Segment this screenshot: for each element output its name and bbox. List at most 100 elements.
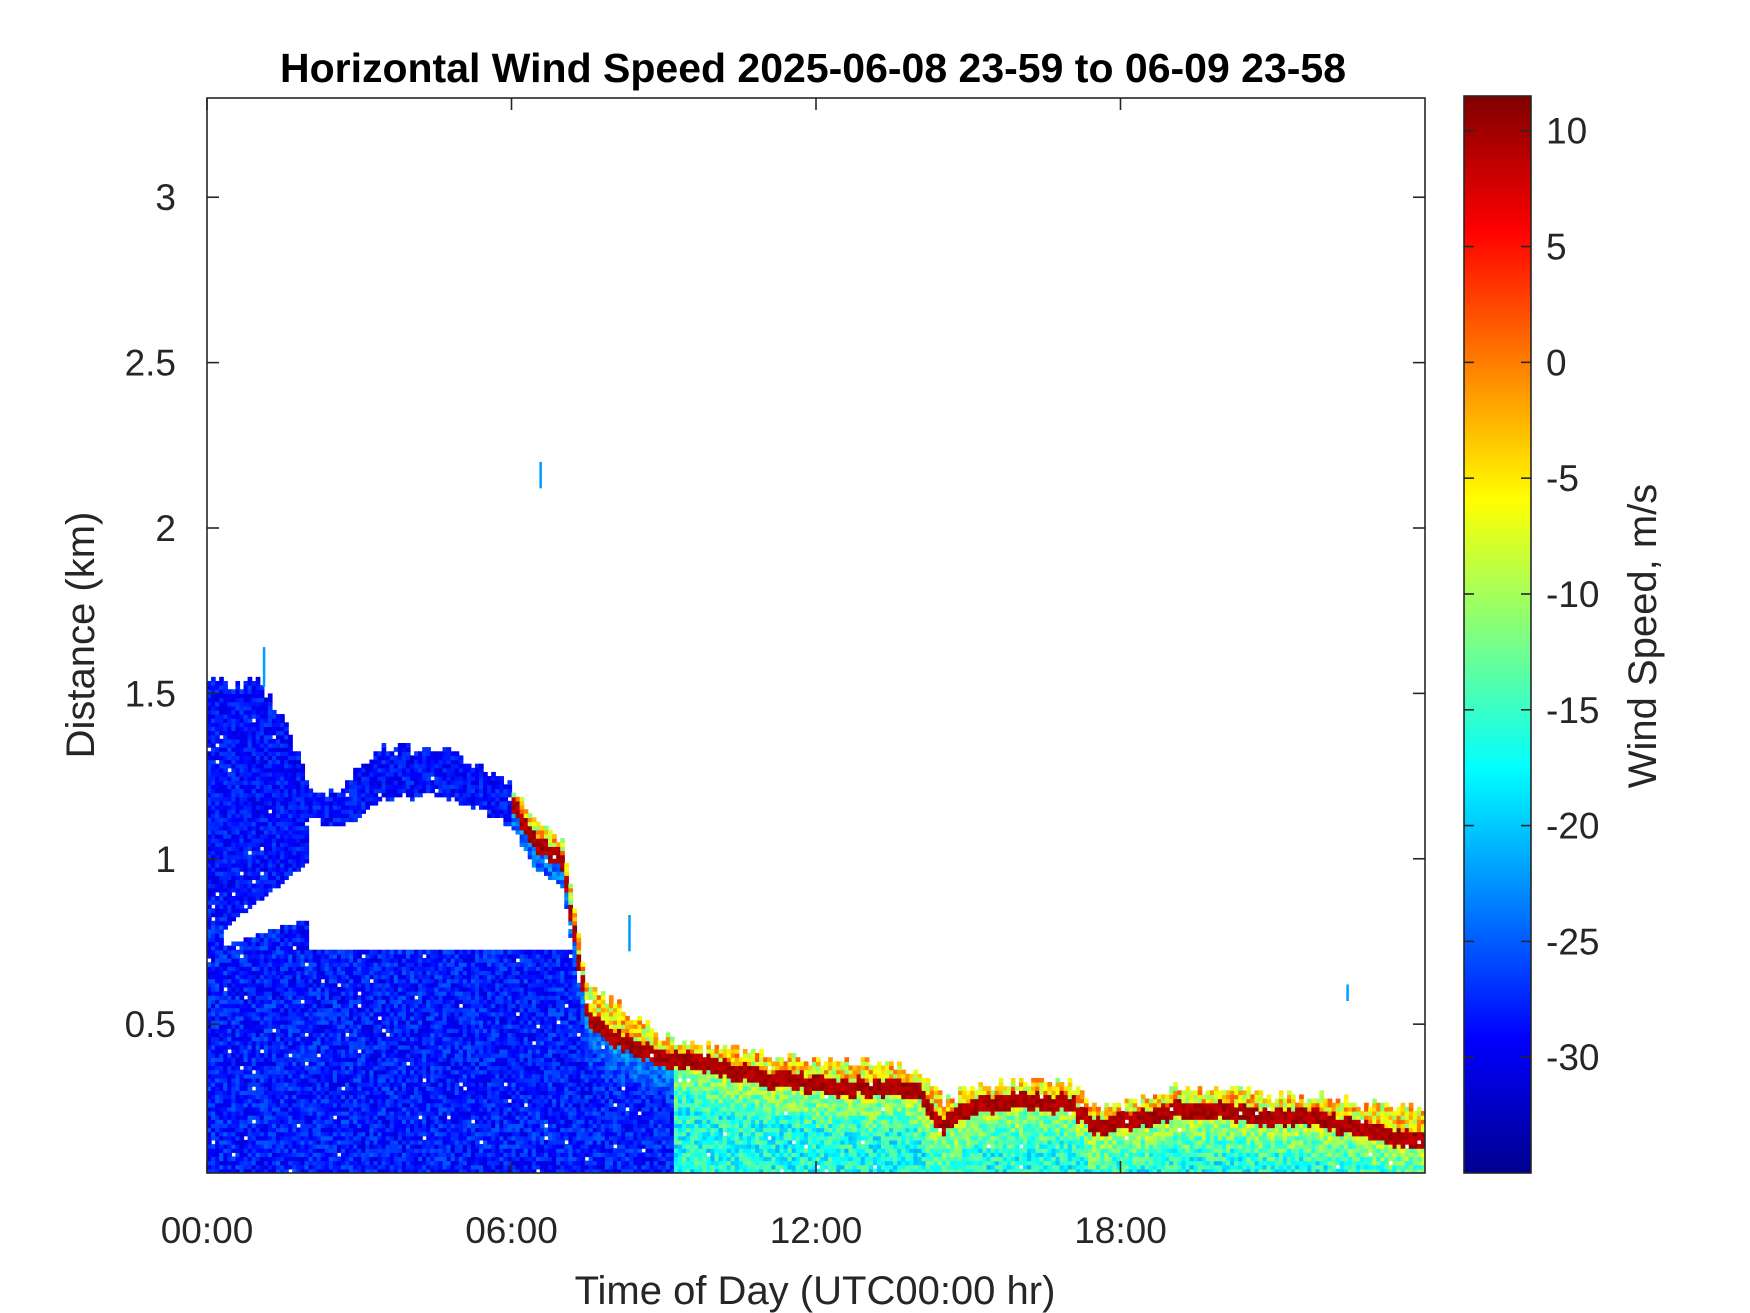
heatmap-cell	[263, 1048, 269, 1054]
heatmap-cell	[422, 995, 427, 1000]
heatmap-cell	[324, 974, 330, 980]
heatmap-cell	[397, 755, 403, 761]
heatmap-cell	[438, 1131, 444, 1137]
heatmap-cell	[385, 1020, 391, 1025]
heatmap-cell	[324, 962, 330, 967]
heatmap-cell	[255, 1003, 261, 1009]
heatmap-cell	[336, 1119, 342, 1124]
heatmap-cell	[239, 904, 245, 909]
heatmap-cell	[324, 1115, 330, 1120]
heatmap-cell	[211, 1082, 216, 1087]
heatmap-cell	[454, 1110, 460, 1116]
heatmap-cell	[284, 1057, 289, 1062]
heatmap-cell	[215, 871, 220, 876]
heatmap-cell	[357, 1036, 362, 1042]
heatmap-cell	[365, 953, 370, 959]
heatmap-cell	[288, 796, 293, 802]
heatmap-cell	[288, 949, 293, 955]
heatmap-cell	[227, 1106, 232, 1112]
heatmap-cell	[219, 714, 224, 719]
heatmap-cell	[259, 1164, 265, 1170]
heatmap-cell	[418, 1102, 423, 1108]
heatmap-cell	[243, 838, 249, 843]
heatmap-cell	[271, 1127, 277, 1133]
heatmap-cell	[434, 763, 440, 769]
heatmap-cell	[300, 776, 306, 781]
heatmap-cell	[446, 1069, 452, 1075]
heatmap-cell	[324, 1011, 330, 1017]
heatmap-cell	[227, 805, 232, 810]
heatmap-cell	[211, 833, 216, 839]
heatmap-cell	[365, 1164, 370, 1170]
heatmap-cell	[320, 953, 326, 959]
heatmap-cell	[304, 854, 310, 860]
heatmap-cell	[405, 966, 411, 971]
heatmap-cell	[336, 1168, 342, 1173]
heatmap-cell	[438, 759, 444, 765]
heatmap-cell	[207, 776, 212, 781]
heatmap-cell	[422, 958, 427, 963]
heatmap-cell	[340, 1069, 346, 1075]
heatmap-cell	[438, 966, 444, 971]
heatmap-cell	[365, 776, 370, 781]
heatmap-cell	[276, 751, 281, 756]
heatmap-cell	[312, 970, 318, 976]
heatmap-cell	[414, 1077, 419, 1083]
heatmap-cell	[345, 780, 350, 785]
heatmap-cell	[280, 1024, 285, 1029]
heatmap-cell	[271, 1048, 277, 1054]
heatmap-cell	[446, 792, 452, 798]
heatmap-cell	[255, 784, 261, 790]
heatmap-cell	[251, 767, 257, 773]
heatmap-cell	[328, 991, 334, 996]
heatmap-cell	[430, 1028, 435, 1034]
heatmap-cell	[219, 792, 224, 798]
heatmap-cell	[259, 974, 265, 980]
heatmap-cell	[247, 825, 253, 831]
heatmap-cell	[422, 1164, 427, 1170]
heatmap-cell	[349, 1036, 354, 1042]
heatmap-cell	[438, 1053, 444, 1058]
heatmap-cell	[434, 1015, 440, 1021]
heatmap-cell	[393, 966, 399, 971]
heatmap-cell	[349, 986, 354, 992]
heatmap-cell	[381, 1048, 387, 1054]
heatmap-cell	[397, 759, 403, 765]
heatmap-cell	[227, 763, 232, 769]
heatmap-cell	[316, 974, 322, 980]
heatmap-cell	[361, 1119, 366, 1124]
heatmap-cell	[227, 1086, 232, 1091]
heatmap-cell	[231, 1065, 237, 1071]
heatmap-cell	[446, 1152, 452, 1158]
heatmap-cell	[267, 1024, 273, 1029]
heatmap-cell	[349, 780, 354, 785]
heatmap-cell	[324, 1024, 330, 1029]
heatmap-cell	[267, 879, 273, 885]
heatmap-cell	[259, 829, 265, 835]
heatmap-cell	[239, 1164, 245, 1170]
heatmap-cell	[340, 1024, 346, 1029]
heatmap-cell	[247, 1119, 253, 1124]
heatmap-cell	[223, 904, 228, 909]
heatmap-cell	[324, 1127, 330, 1133]
heatmap-cell	[438, 1040, 444, 1046]
heatmap-cell	[414, 962, 419, 967]
heatmap-cell	[239, 800, 245, 806]
heatmap-cell	[259, 891, 265, 897]
heatmap-cell	[357, 1061, 362, 1067]
heatmap-cell	[357, 986, 362, 992]
heatmap-cell	[405, 1024, 411, 1029]
heatmap-cell	[211, 796, 216, 802]
heatmap-cell	[280, 1065, 285, 1071]
heatmap-cell	[345, 974, 350, 980]
heatmap-cell	[255, 1119, 261, 1124]
heatmap-cell	[227, 949, 232, 955]
heatmap-cell	[276, 995, 281, 1000]
heatmap-cell	[369, 1082, 375, 1087]
heatmap-cell	[418, 1020, 423, 1025]
heatmap-cell	[328, 958, 334, 963]
heatmap-cell	[251, 962, 257, 967]
heatmap-cell	[454, 1032, 460, 1038]
heatmap-cell	[345, 1028, 350, 1034]
heatmap-cell	[442, 999, 448, 1005]
